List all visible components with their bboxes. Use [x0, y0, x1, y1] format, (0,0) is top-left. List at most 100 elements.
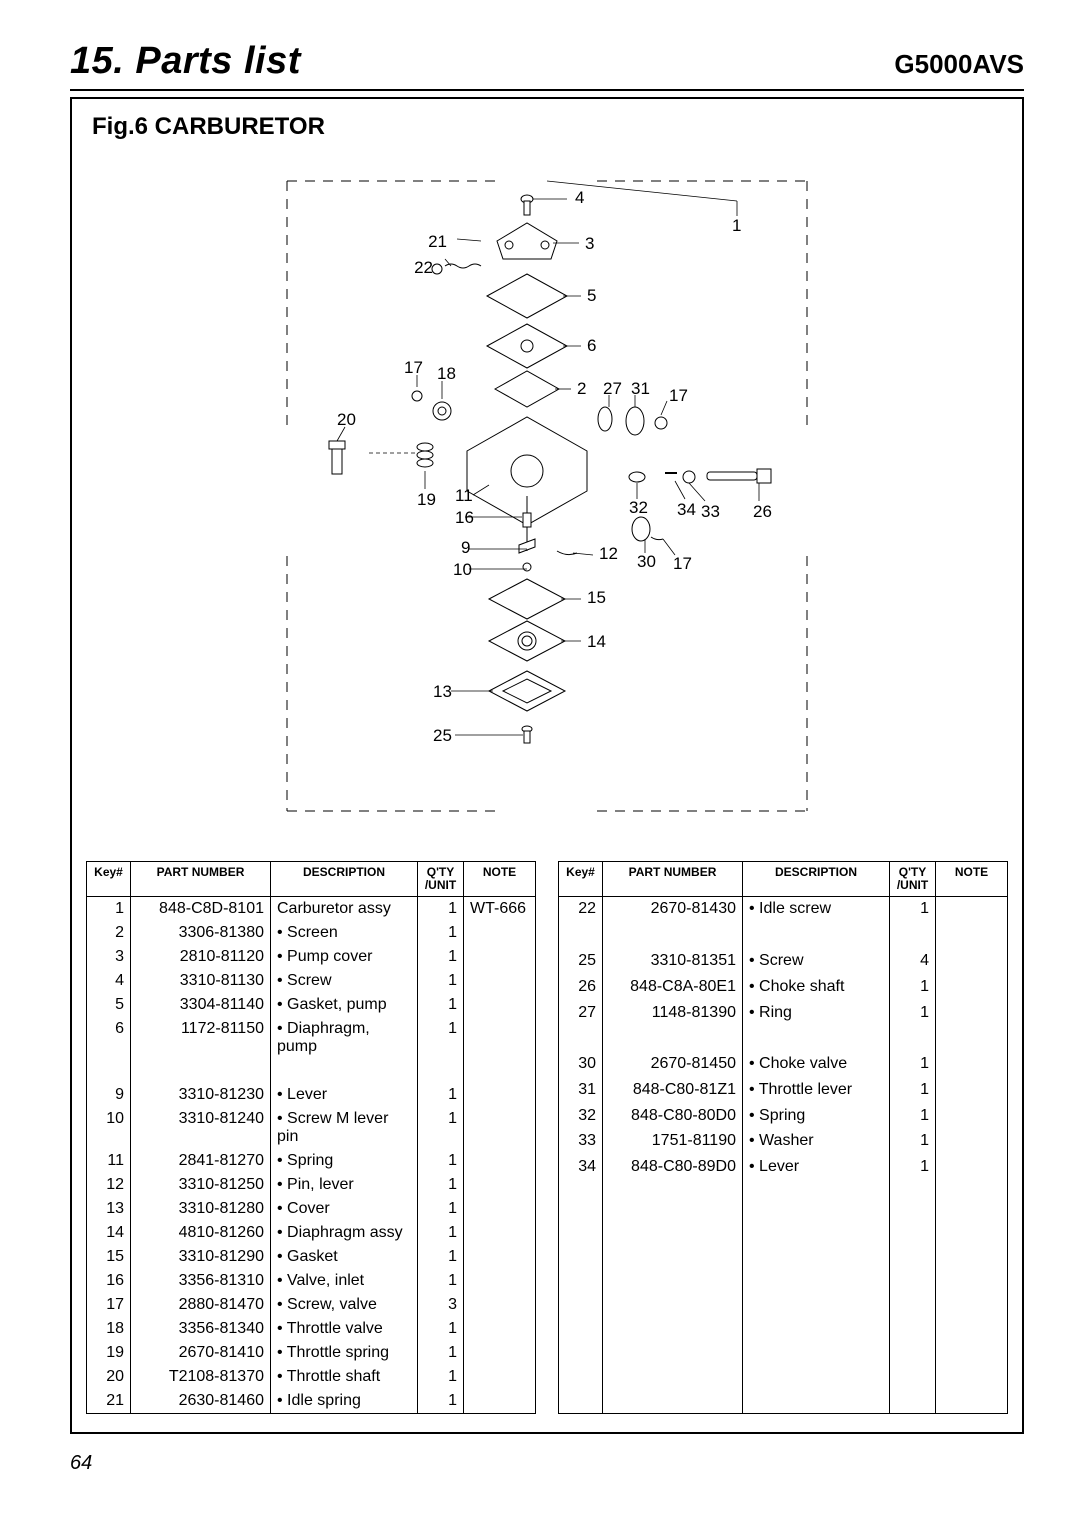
section-title: 15. Parts list	[70, 40, 301, 83]
table-row: 34848-C80-89D0• Lever1	[559, 1155, 1008, 1181]
cell-key: 13	[87, 1197, 131, 1221]
cell-part-number: 848-C8A-80E1	[603, 975, 743, 1001]
cell-note	[464, 1317, 536, 1341]
callout-27: 27	[603, 379, 622, 398]
callout-17b: 17	[669, 386, 688, 405]
cell-note	[464, 1173, 536, 1197]
cell-note	[936, 1078, 1008, 1104]
cell-note	[464, 1221, 536, 1245]
cell-key: 9	[87, 1083, 131, 1107]
cell-part-number: 3310-81280	[131, 1197, 271, 1221]
callout-9: 9	[461, 538, 470, 557]
cell-part-number: 1148-81390	[603, 1001, 743, 1027]
tables-wrap: Key# PART NUMBER DESCRIPTION Q'TY /UNIT …	[86, 861, 1008, 1414]
th-desc: DESCRIPTION	[271, 862, 418, 897]
table-row: 302670-81450• Choke valve1	[559, 1052, 1008, 1078]
th-note: NOTE	[464, 862, 536, 897]
table-row: 253310-81351• Screw4	[559, 949, 1008, 975]
cell-key: 34	[559, 1155, 603, 1181]
cell-note	[464, 1389, 536, 1414]
cell-note: WT-666	[464, 897, 536, 922]
cell-qty: 1	[418, 1149, 464, 1173]
cell-description: • Screw, valve	[271, 1293, 418, 1317]
cell-qty: 1	[418, 1221, 464, 1245]
cell-note	[936, 1052, 1008, 1078]
table-row: 43310-81130• Screw1	[87, 969, 536, 993]
table-row: 93310-81230• Lever1	[87, 1083, 536, 1107]
cell-qty: 1	[418, 1245, 464, 1269]
th-note: NOTE	[936, 862, 1008, 897]
cell-key: 2	[87, 921, 131, 945]
callout-16: 16	[455, 508, 474, 527]
parts-table-right: Key# PART NUMBER DESCRIPTION Q'TY /UNIT …	[558, 861, 1008, 1414]
callout-11: 11	[455, 486, 473, 505]
cell-description: • Throttle shaft	[271, 1365, 418, 1389]
cell-note	[464, 1017, 536, 1059]
cell-description: • Gasket	[271, 1245, 418, 1269]
cell-note	[936, 897, 1008, 923]
cell-qty: 1	[418, 1389, 464, 1414]
cell-note	[464, 945, 536, 969]
callout-10: 10	[453, 560, 472, 579]
cell-part-number: 3310-81130	[131, 969, 271, 993]
cell-part-number: 848-C8D-8101	[131, 897, 271, 922]
table-row: 1848-C8D-8101Carburetor assy1WT-666	[87, 897, 536, 922]
cell-qty: 1	[418, 993, 464, 1017]
cell-note	[464, 1083, 536, 1107]
cell-qty: 1	[418, 1197, 464, 1221]
table-row: 163356-81310• Valve, inlet1	[87, 1269, 536, 1293]
cell-description: • Pump cover	[271, 945, 418, 969]
cell-description: • Throttle lever	[743, 1078, 890, 1104]
cell-description: • Lever	[271, 1083, 418, 1107]
cell-note	[464, 1341, 536, 1365]
table-row: 212630-81460• Idle spring1	[87, 1389, 536, 1414]
cell-description: • Diaphragm, pump	[271, 1017, 418, 1059]
callout-31: 31	[631, 379, 650, 398]
cell-part-number: 848-C80-81Z1	[603, 1078, 743, 1104]
cell-key: 5	[87, 993, 131, 1017]
callout-2: 2	[577, 379, 586, 398]
table-row: 271148-81390• Ring1	[559, 1001, 1008, 1027]
table-row	[87, 1059, 536, 1083]
table-row: 31848-C80-81Z1• Throttle lever1	[559, 1078, 1008, 1104]
cell-note	[936, 949, 1008, 975]
cell-description: • Pin, lever	[271, 1173, 418, 1197]
callout-22: 22	[414, 258, 433, 277]
table-row	[559, 1284, 1008, 1310]
table-row: 192670-81410• Throttle spring1	[87, 1341, 536, 1365]
cell-description: • Spring	[271, 1149, 418, 1173]
cell-key: 22	[559, 897, 603, 923]
cell-part-number: 848-C80-89D0	[603, 1155, 743, 1181]
cell-qty: 1	[418, 1017, 464, 1059]
cell-key: 19	[87, 1341, 131, 1365]
cell-description: • Screw	[743, 949, 890, 975]
callout-12: 12	[599, 544, 618, 563]
cell-part-number: 2670-81450	[603, 1052, 743, 1078]
cell-part-number: 3310-81290	[131, 1245, 271, 1269]
cell-note	[464, 1269, 536, 1293]
callout-34: 34	[677, 500, 696, 519]
cell-key: 3	[87, 945, 131, 969]
table-row: 183356-81340• Throttle valve1	[87, 1317, 536, 1341]
table-row	[559, 1233, 1008, 1259]
table-row	[559, 1387, 1008, 1414]
cell-qty: 1	[890, 1078, 936, 1104]
callout-26: 26	[753, 502, 772, 521]
cell-description: • Valve, inlet	[271, 1269, 418, 1293]
table-row: 153310-81290• Gasket1	[87, 1245, 536, 1269]
table-row	[559, 1361, 1008, 1387]
cell-qty: 4	[890, 949, 936, 975]
cell-part-number: 3310-81250	[131, 1173, 271, 1197]
cell-key: 18	[87, 1317, 131, 1341]
cell-key: 33	[559, 1129, 603, 1155]
callout-3: 3	[585, 234, 594, 253]
cell-qty: 1	[418, 945, 464, 969]
table-row	[559, 1207, 1008, 1233]
cell-key: 4	[87, 969, 131, 993]
table-row	[559, 1310, 1008, 1336]
cell-qty: 1	[418, 1365, 464, 1389]
table-row	[559, 1181, 1008, 1207]
cell-qty: 1	[890, 975, 936, 1001]
cell-qty: 1	[418, 921, 464, 945]
cell-part-number: 4810-81260	[131, 1221, 271, 1245]
